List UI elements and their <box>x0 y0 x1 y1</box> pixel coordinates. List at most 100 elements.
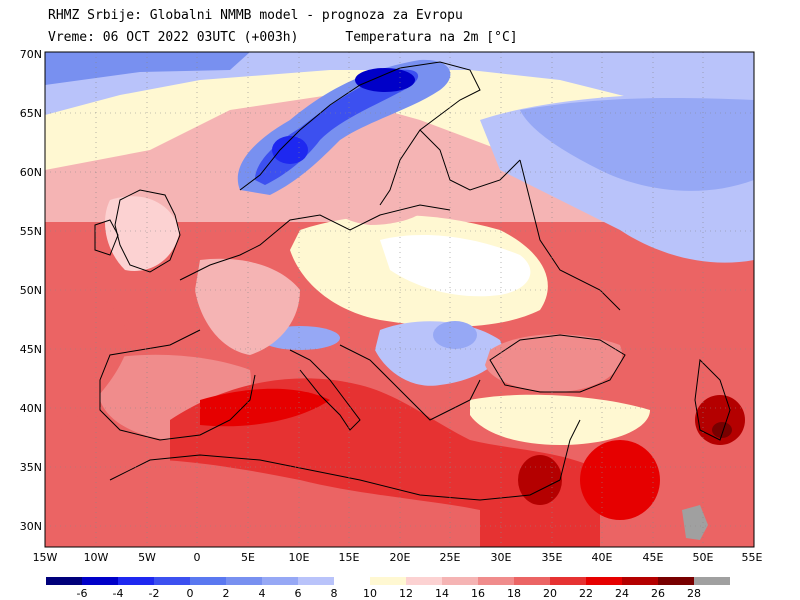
legend-swatch <box>370 577 406 585</box>
legend-swatch <box>334 577 370 585</box>
legend-swatch <box>658 577 694 585</box>
lon-label: 25E <box>440 551 461 564</box>
field-baltic <box>330 192 430 225</box>
coast-balkans <box>339 344 481 421</box>
field-band-coldest-arctic <box>45 52 250 85</box>
legend-swatch <box>190 577 226 585</box>
field-central-europe-cool <box>380 235 531 297</box>
field-anatolia <box>470 394 650 445</box>
coast-levant <box>559 419 581 481</box>
lon-label: 45E <box>643 551 664 564</box>
lat-label: 40N <box>20 402 42 415</box>
coast-black-sea <box>489 334 626 393</box>
lon-label: 30E <box>491 551 512 564</box>
field-atlantic-west <box>45 270 130 440</box>
lat-label: 55N <box>20 225 42 238</box>
legend-swatch <box>262 577 298 585</box>
legend-swatch <box>82 577 118 585</box>
legend-swatch <box>154 577 190 585</box>
lon-label: 50E <box>693 551 714 564</box>
field-russia-colder <box>520 98 754 191</box>
field-black-sea <box>485 334 622 392</box>
lon-label: 15E <box>339 551 360 564</box>
legend-label: 0 <box>187 587 194 600</box>
lon-label: 15W <box>33 551 58 564</box>
map-field <box>45 52 754 547</box>
coast-north-africa <box>109 454 561 501</box>
legend-label: -6 <box>77 587 88 600</box>
legend-label: -4 <box>113 587 124 600</box>
legend-label: 4 <box>259 587 266 600</box>
lat-label: 70N <box>20 48 42 61</box>
field-mideast-hot <box>580 440 660 520</box>
lon-axis: 15W 10W 5W 0 5E 10E 15E 20E 25E 30E 35E … <box>33 551 763 564</box>
lon-label: 10W <box>84 551 109 564</box>
legend-label: -2 <box>149 587 160 600</box>
lat-label: 45N <box>20 343 42 356</box>
lat-label: 50N <box>20 284 42 297</box>
legend-label: 14 <box>435 587 449 600</box>
legend-label: 10 <box>363 587 377 600</box>
coast-finland <box>419 129 521 191</box>
legend-swatch <box>226 577 262 585</box>
legend-swatch <box>442 577 478 585</box>
lat-label: 35N <box>20 461 42 474</box>
legend-label: 6 <box>295 587 302 600</box>
legend-label: 22 <box>579 587 593 600</box>
field-north-africa <box>45 459 480 547</box>
lat-axis: 70N 65N 60N 55N 50N 45N 40N 35N 30N <box>20 48 42 533</box>
lon-label: 20E <box>390 551 411 564</box>
lat-label: 60N <box>20 166 42 179</box>
chart-title-line1: RHMZ Srbije: Globalni NMMB model - progn… <box>48 8 463 23</box>
lat-label: 30N <box>20 520 42 533</box>
legend-label: 8 <box>331 587 338 600</box>
field-france <box>195 258 300 355</box>
legend-swatch <box>298 577 334 585</box>
lon-label: 35E <box>542 551 563 564</box>
legend-label: 12 <box>399 587 413 600</box>
map-frame <box>44 51 755 548</box>
legend-swatch <box>586 577 622 585</box>
legend-swatch <box>622 577 658 585</box>
lon-label: 10E <box>289 551 310 564</box>
legend-label: 28 <box>687 587 701 600</box>
legend-swatch <box>406 577 442 585</box>
legend-swatch <box>118 577 154 585</box>
legend-label: 18 <box>507 587 521 600</box>
grid <box>45 52 754 547</box>
field-cyprus-hot <box>518 455 562 505</box>
lon-label: 40E <box>592 551 613 564</box>
field-lapland-cold-core <box>355 68 415 92</box>
variable-title: Temperatura na 2m [°C] <box>345 30 518 45</box>
legend-label: 2 <box>223 587 230 600</box>
legend-label: 24 <box>615 587 629 600</box>
lon-label: 5E <box>241 551 255 564</box>
legend-label: 20 <box>543 587 557 600</box>
chart-title-line2: Vreme: 06 OCT 2022 03UTC (+003h) Tempera… <box>48 30 518 45</box>
coast-western-europe <box>179 204 451 281</box>
legend-labels: -6 -4 -2 0 2 4 6 8 10 12 14 16 18 20 22 24 26 28 <box>77 587 701 600</box>
legend-swatch <box>46 577 82 585</box>
coast-caspian <box>694 358 731 441</box>
legend-swatch <box>694 577 730 585</box>
field-carpathians-cool <box>433 321 477 349</box>
legend-label: 26 <box>651 587 665 600</box>
coast-italy <box>289 349 361 431</box>
valid-time: Vreme: 06 OCT 2022 03UTC (+003h) <box>48 30 299 45</box>
field-gulf-hottest <box>712 422 732 438</box>
legend-swatches <box>46 577 730 585</box>
border-russia <box>519 159 621 311</box>
legend-swatch <box>550 577 586 585</box>
lon-label: 0 <box>194 551 201 564</box>
lon-label: 5W <box>138 551 156 564</box>
coast-ireland <box>94 219 119 256</box>
field-caspian-hot <box>695 395 745 445</box>
field-terrain-mask <box>682 505 708 540</box>
lat-label: 65N <box>20 107 42 120</box>
coast-scandinavia <box>239 61 481 206</box>
legend-swatch <box>478 577 514 585</box>
coast-uk <box>114 189 181 273</box>
legend-swatch <box>514 577 550 585</box>
